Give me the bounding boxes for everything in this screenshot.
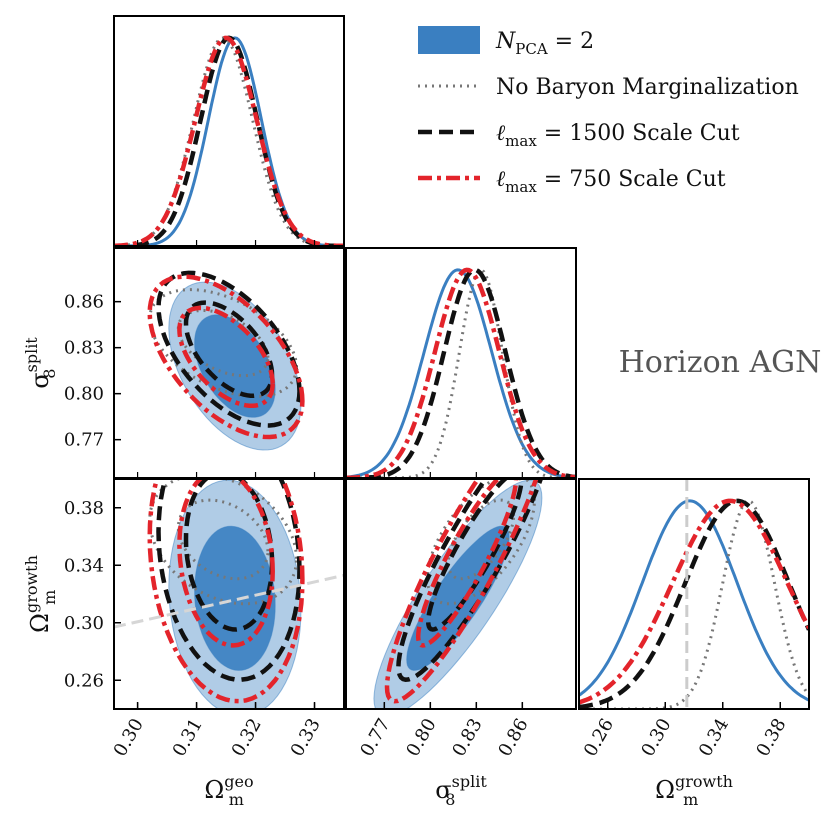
x-tick-label-omega_growth: 0.26 bbox=[580, 715, 618, 760]
contour-panel-omega_geo-sigma8_split bbox=[147, 270, 305, 451]
x-tick-label-omega_geo: 0.32 bbox=[228, 715, 266, 760]
y-tick-label-omega_growth: 0.38 bbox=[64, 498, 104, 519]
contour-panel-omega_geo-omega_growth bbox=[147, 479, 305, 709]
marginal-panel-omega_growth bbox=[579, 479, 809, 709]
x-tick-label-omega_growth: 0.38 bbox=[752, 715, 790, 760]
legend-label-3: ℓmax = 750 Scale Cut bbox=[496, 167, 726, 196]
x-tick-label-omega_geo: 0.30 bbox=[110, 715, 148, 760]
contour-68-series-0 bbox=[406, 525, 510, 671]
y-tick-label-sigma8_split: 0.83 bbox=[64, 338, 104, 359]
contour-68-series-3 bbox=[177, 479, 275, 648]
panel-frame bbox=[113, 15, 345, 247]
panel-frame bbox=[345, 247, 577, 479]
legend-label-0: NPCA = 2 bbox=[495, 29, 594, 58]
y-tick-label-omega_growth: 0.30 bbox=[64, 613, 104, 634]
legend-label-1: No Baryon Marginalization bbox=[496, 75, 799, 100]
x-tick-label-omega_geo: 0.31 bbox=[169, 715, 207, 760]
x-tick-label-sigma8_split: 0.83 bbox=[448, 715, 486, 760]
reference-guide-geo-growth bbox=[114, 573, 344, 629]
marginal-curve-series-3 bbox=[579, 498, 809, 705]
marginal-curve-series-2 bbox=[346, 267, 576, 478]
marginal-panel-omega_geo bbox=[114, 35, 344, 246]
x-tick-label-omega_geo: 0.33 bbox=[287, 715, 325, 760]
x-tick-label-sigma8_split: 0.80 bbox=[402, 715, 440, 760]
x-tick-label-omega_growth: 0.34 bbox=[695, 715, 733, 760]
panel-frame bbox=[113, 478, 345, 710]
legend-label-2: ℓmax = 1500 Scale Cut bbox=[496, 121, 740, 150]
x-tick-label-omega_growth: 0.30 bbox=[637, 715, 675, 760]
marginal-curve-series-1 bbox=[346, 268, 576, 478]
marginal-curve-series-2 bbox=[114, 35, 344, 246]
x-tick-label-sigma8_split: 0.86 bbox=[494, 715, 532, 760]
marginal-panel-sigma8_split bbox=[346, 267, 576, 478]
contour-68-series-3 bbox=[415, 479, 519, 648]
y-tick-label-sigma8_split: 0.80 bbox=[64, 384, 104, 405]
marginal-curve-series-3 bbox=[114, 35, 344, 246]
x-axis-label-sigma8_split: σsplit 8 bbox=[435, 772, 487, 809]
marginal-curve-series-3 bbox=[346, 267, 576, 478]
contour-68-series-1 bbox=[176, 498, 270, 581]
contour-95-series-3 bbox=[384, 479, 539, 704]
reference-line-slanted bbox=[114, 573, 344, 629]
x-tick-label-sigma8_split: 0.77 bbox=[356, 715, 394, 760]
contour-95-series-3 bbox=[147, 274, 305, 440]
y-tick-label-omega_growth: 0.34 bbox=[64, 555, 104, 576]
marginal-curve-series-0 bbox=[346, 268, 576, 478]
panel-frame bbox=[345, 478, 577, 710]
y-tick-label-sigma8_split: 0.86 bbox=[64, 292, 104, 313]
x-axis-label-omega_geo: Ωgeo m bbox=[204, 772, 253, 809]
x-axis-label-omega_growth: Ωgrowth m bbox=[655, 772, 733, 809]
marginal-curve-series-0 bbox=[579, 499, 809, 702]
marginal-curve-series-1 bbox=[114, 36, 344, 246]
contour-68-series-2 bbox=[425, 479, 524, 632]
marginal-curve-series-1 bbox=[579, 499, 809, 709]
contour-68-series-0 bbox=[194, 525, 276, 671]
contour-95-series-2 bbox=[156, 479, 302, 682]
legend-swatch-0 bbox=[418, 26, 480, 54]
contour-95-series-2 bbox=[156, 270, 302, 428]
marginal-curve-series-2 bbox=[579, 498, 809, 709]
contour-panel-sigma8_split-omega_growth bbox=[373, 479, 544, 709]
y-axis-label-sigma8_split: σsplit8 bbox=[22, 337, 59, 389]
y-tick-label-omega_growth: 0.26 bbox=[64, 670, 104, 691]
contour-68-series-2 bbox=[183, 479, 275, 632]
simulation-annotation: Horizon AGN bbox=[619, 345, 822, 380]
panel-frame bbox=[578, 478, 810, 710]
contour-95-series-3 bbox=[147, 479, 305, 704]
contour-95-series-1 bbox=[148, 288, 299, 399]
y-tick-label-sigma8_split: 0.77 bbox=[64, 430, 104, 451]
y-axis-label-omega_growth: Ωgrowthm bbox=[22, 555, 59, 633]
contour-68-series-2 bbox=[183, 300, 275, 399]
contour-68-series-3 bbox=[177, 305, 275, 409]
legend: NPCA = 2 No Baryon Marginalization ℓmax = … bbox=[418, 26, 799, 196]
marginal-curve-series-0 bbox=[114, 36, 344, 246]
